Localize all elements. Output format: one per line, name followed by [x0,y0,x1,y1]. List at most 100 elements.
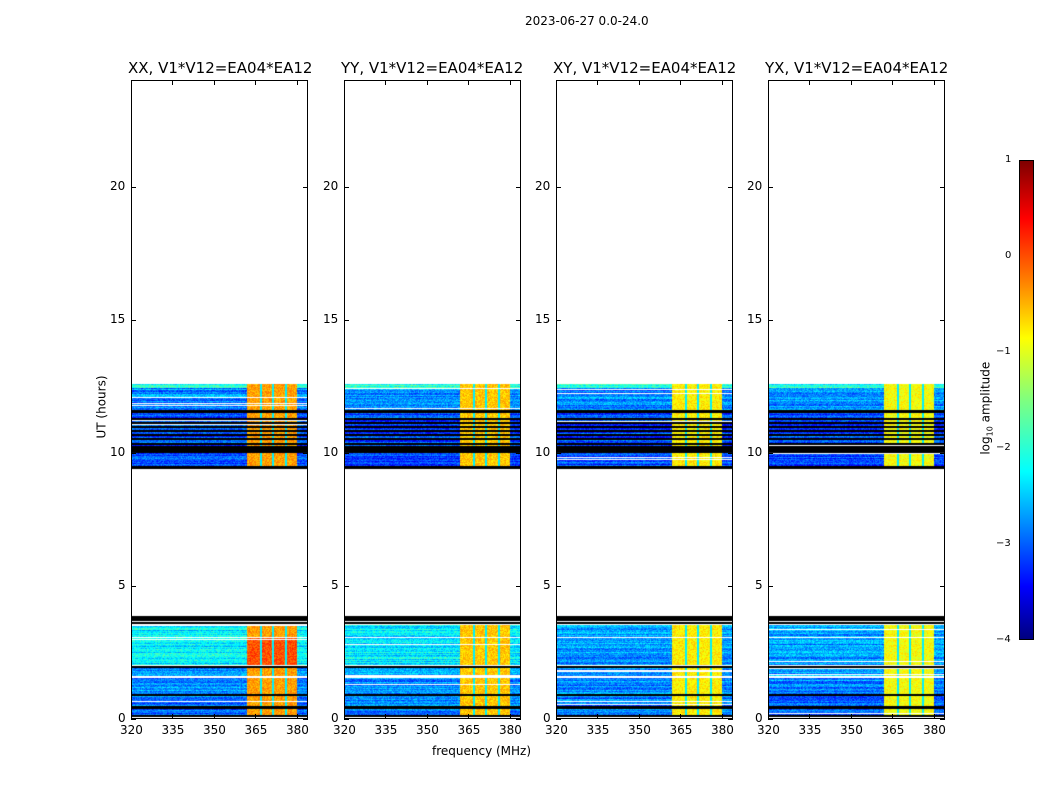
panel-title: XX, V1*V12=EA04*EA12 [128,59,313,77]
y-tick-label: 20 [747,178,763,193]
x-tick [468,714,470,719]
x-tick [809,714,811,719]
y-tick-label: 20 [110,178,126,193]
y-tick-label: 0 [755,711,763,725]
y-tick-right [728,452,733,454]
y-tick-right [516,585,521,587]
panel-2 [556,80,733,719]
x-tick-top [638,80,640,85]
y-tick [131,186,136,188]
y-tick-label: 10 [323,444,339,459]
y-tick-label: 15 [110,311,126,326]
x-tick-label: 335 [586,723,610,737]
y-tick-right [303,719,308,720]
y-tick-right [303,319,308,321]
x-tick [344,714,345,719]
x-tick [768,714,769,719]
x-tick [172,714,174,719]
colorbar-tick-label: −3 [996,538,1011,549]
x-tick-label: 365 [881,723,905,737]
x-tick-top [131,80,132,85]
x-tick-label: 380 [710,723,734,737]
x-tick [509,714,511,719]
x-tick [892,714,894,719]
y-tick-right [516,319,521,321]
x-tick-label: 380 [285,723,309,737]
y-tick [556,186,561,188]
x-tick-top [255,80,257,85]
x-tick-label: 335 [798,723,822,737]
x-tick-label: 365 [244,723,268,737]
y-tick [556,319,561,321]
y-tick-label: 15 [323,311,339,326]
x-tick [213,714,215,719]
spectrogram-heatmap [345,81,520,718]
y-tick-right [516,719,521,720]
x-tick-top [850,80,852,85]
y-tick-label: 0 [331,711,339,725]
y-tick-right [940,719,945,720]
y-tick [344,319,349,321]
x-tick-top [426,80,428,85]
y-tick-right [303,186,308,188]
x-tick-label: 320 [545,723,568,737]
x-tick-label: 350 [839,723,863,737]
x-tick-label: 350 [202,723,226,737]
y-tick-label: 20 [323,178,339,193]
y-tick [768,319,773,321]
x-tick-label: 320 [757,723,780,737]
x-tick [933,714,935,719]
x-tick-label: 350 [627,723,651,737]
y-tick-right [940,585,945,587]
y-tick-right [940,186,945,188]
y-tick [344,186,349,188]
x-tick-label: 365 [669,723,693,737]
y-tick-right [303,452,308,454]
x-tick-top [344,80,345,85]
y-tick [344,452,349,454]
y-tick [768,186,773,188]
y-tick [768,585,773,587]
x-tick [255,714,257,719]
x-tick [850,714,852,719]
y-tick-label: 0 [118,711,126,725]
x-tick [426,714,428,719]
y-tick-label: 15 [535,311,551,326]
panel-1 [344,80,521,719]
y-tick-label: 10 [747,444,763,459]
y-tick [344,585,349,587]
y-tick-label: 5 [331,577,339,592]
x-tick [296,714,298,719]
y-tick [344,719,349,720]
x-tick-top [680,80,682,85]
x-tick [556,714,557,719]
y-tick [131,585,136,587]
colorbar-label: log10 amplitude [978,361,995,455]
y-tick-label: 5 [118,577,126,592]
x-tick-top [721,80,723,85]
panel-3 [768,80,945,719]
x-tick-top [213,80,215,85]
x-tick-top [933,80,935,85]
x-tick-top [556,80,557,85]
x-tick [385,714,387,719]
colorbar-tick-label: 1 [1005,154,1012,165]
colorbar-tick-label: 0 [1005,250,1012,261]
spectrogram-heatmap [769,81,944,718]
y-tick-right [728,186,733,188]
y-axis-label: UT (hours) [94,375,109,439]
x-tick [680,714,682,719]
x-tick-label: 335 [374,723,398,737]
x-tick-label: 365 [457,723,481,737]
x-tick-label: 350 [415,723,439,737]
y-tick [768,719,773,720]
panel-title: XY, V1*V12=EA04*EA12 [553,59,737,77]
y-tick-right [303,585,308,587]
x-tick-label: 380 [922,723,946,737]
y-tick [131,319,136,321]
y-tick-label: 20 [535,178,551,193]
y-tick [556,719,561,720]
x-tick-label: 335 [161,723,185,737]
x-tick [131,714,132,719]
x-tick-top [892,80,894,85]
